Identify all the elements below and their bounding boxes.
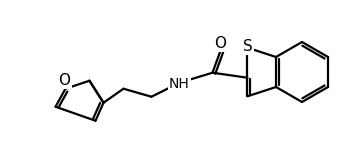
Text: NH: NH xyxy=(169,77,190,91)
Text: S: S xyxy=(243,39,252,54)
Text: O: O xyxy=(58,73,71,88)
Text: O: O xyxy=(215,36,226,51)
